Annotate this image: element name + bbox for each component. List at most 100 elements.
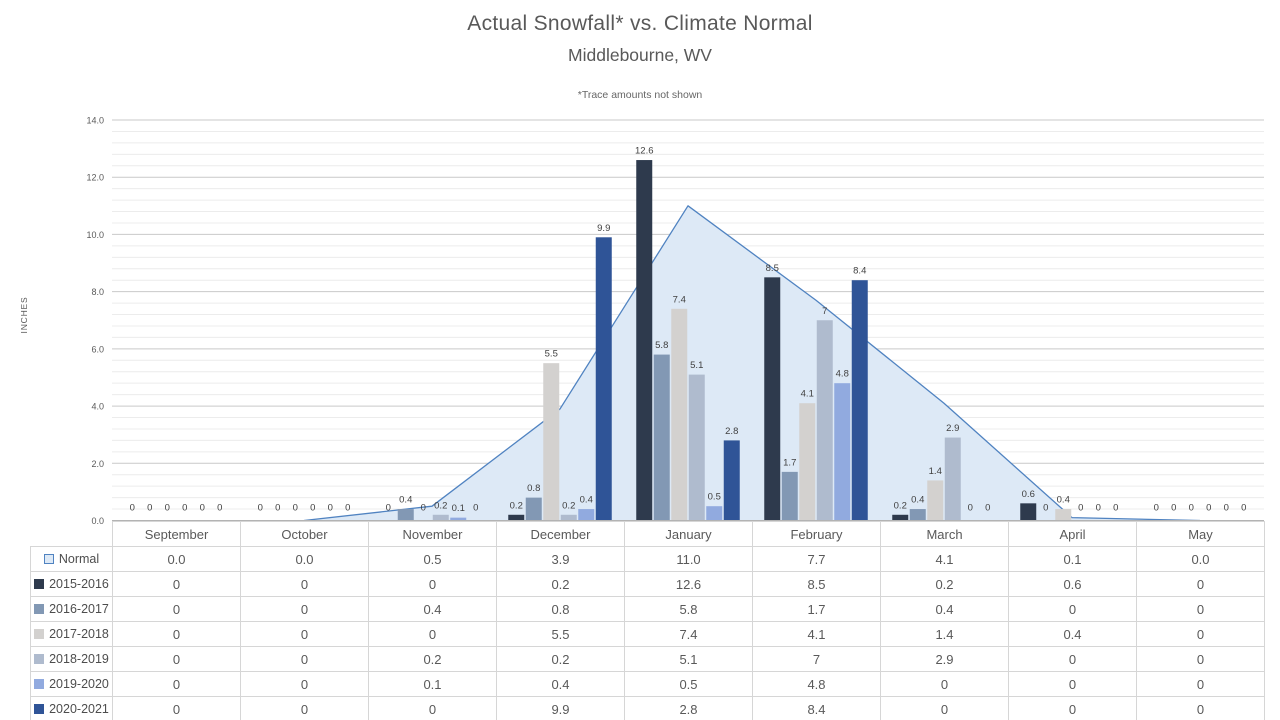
legend-label: Normal — [58, 552, 100, 566]
data-label-2017-2018-november: 0 — [421, 503, 426, 514]
bar-2015-2016-december — [508, 514, 525, 521]
month-header-october: October — [240, 521, 369, 547]
value-cell-2020-2021-september: 0 — [112, 696, 241, 720]
data-label-2015-2016-march: 0.2 — [894, 500, 907, 511]
bar-2019-2020-november — [450, 517, 467, 521]
value-cell-2015-2016-may: 0 — [1136, 571, 1265, 597]
value-cell-2020-2021-march: 0 — [880, 696, 1009, 720]
table-row-2020-2021: 2020-2021 0 0 0 9.9 2.8 8.4 0 0 0 — [30, 696, 1265, 720]
data-label-2016-2017-september: 0 — [147, 503, 152, 514]
value-cell-2017-2018-december: 5.5 — [496, 621, 625, 647]
legend-swatch-2018-2019 — [34, 654, 45, 664]
data-label-2018-2019-september: 0 — [182, 503, 187, 514]
value-cell-2016-2017-february: 1.7 — [752, 596, 881, 622]
y-axis-tick-label: 4.0 — [91, 402, 104, 412]
chart-data-table: September October November December January F… — [30, 521, 1265, 720]
legend-cell-normal: Normal — [30, 546, 113, 572]
bar-2020-2021-january — [723, 440, 740, 521]
value-cell-2016-2017-april: 0 — [1008, 596, 1137, 622]
value-cell-2017-2018-may: 0 — [1136, 621, 1265, 647]
table-row-2016-2017: 2016-2017 0 0 0.4 0.8 5.8 1.7 0.4 0 0 — [30, 596, 1265, 622]
data-label-2017-2018-december: 5.5 — [545, 349, 558, 360]
bar-2016-2017-january — [653, 354, 670, 521]
legend-swatch-normal — [43, 554, 54, 564]
data-label-2018-2019-march: 2.9 — [946, 423, 959, 434]
month-header-january: January — [624, 521, 753, 547]
value-cell-2016-2017-december: 0.8 — [496, 596, 625, 622]
data-label-2018-2019-april: 0 — [1078, 503, 1083, 514]
table-row-2018-2019: 2018-2019 0 0 0.2 0.2 5.1 7 2.9 0 0 — [30, 646, 1265, 672]
legend-label: 2015-2016 — [49, 577, 109, 591]
bar-2016-2017-november — [397, 509, 414, 521]
bar-2018-2019-december — [560, 514, 577, 521]
data-label-2016-2017-april: 0 — [1043, 503, 1048, 514]
data-label-2017-2018-february: 4.1 — [801, 389, 814, 400]
data-label-2020-2021-september: 0 — [217, 503, 222, 514]
value-cell-2016-2017-november: 0.4 — [368, 596, 497, 622]
value-cell-2019-2020-september: 0 — [112, 671, 241, 697]
legend-swatch-2015-2016 — [34, 579, 45, 589]
bar-2019-2020-january — [706, 506, 723, 521]
value-cell-2019-2020-november: 0.1 — [368, 671, 497, 697]
bar-2019-2020-february — [834, 383, 851, 521]
bar-2017-2018-january — [671, 308, 688, 521]
table-row-normal: Normal 0.0 0.0 0.5 3.9 11.0 7.7 4.1 0.1 0.0 — [30, 546, 1265, 572]
value-cell-2019-2020-february: 4.8 — [752, 671, 881, 697]
legend-cell-2018-2019: 2018-2019 — [30, 646, 113, 672]
y-axis-tick-label: 8.0 — [91, 287, 104, 297]
value-cell-2020-2021-february: 8.4 — [752, 696, 881, 720]
value-cell-2020-2021-october: 0 — [240, 696, 369, 720]
y-axis-tick-label: 6.0 — [91, 344, 104, 354]
value-cell-2018-2019-february: 7 — [752, 646, 881, 672]
legend-cell-2017-2018: 2017-2018 — [30, 621, 113, 647]
data-label-2017-2018-march: 1.4 — [929, 466, 942, 477]
legend-swatch-2016-2017 — [34, 604, 45, 614]
y-axis-tick-label: 12.0 — [86, 173, 104, 183]
legend-swatch-2019-2020 — [34, 679, 45, 689]
legend-label: 2020-2021 — [49, 702, 109, 716]
value-cell-2016-2017-march: 0.4 — [880, 596, 1009, 622]
data-label-2016-2017-november: 0.4 — [399, 495, 412, 506]
data-label-2016-2017-december: 0.8 — [527, 483, 540, 494]
bar-2020-2021-february — [851, 280, 868, 521]
chart-title: Actual Snowfall* vs. Climate Normal — [467, 12, 813, 35]
value-cell-2019-2020-january: 0.5 — [624, 671, 753, 697]
data-label-2018-2019-november: 0.2 — [434, 500, 447, 511]
data-label-2015-2016-february: 8.5 — [766, 263, 779, 274]
data-label-2020-2021-january: 2.8 — [725, 426, 738, 437]
value-cell-normal-may: 0.0 — [1136, 546, 1265, 572]
data-label-2020-2021-november: 0 — [473, 503, 478, 514]
data-label-2020-2021-april: 0 — [1113, 503, 1118, 514]
value-cell-2020-2021-april: 0 — [1008, 696, 1137, 720]
legend-swatch-2017-2018 — [34, 629, 45, 639]
data-label-2019-2020-march: 0 — [968, 503, 973, 514]
normal-area-outline — [303, 205, 1201, 522]
bar-2016-2017-march — [909, 509, 926, 521]
y-axis-tick-label: 2.0 — [91, 459, 104, 469]
bar-2020-2021-december — [595, 237, 612, 521]
bar-2017-2018-december — [543, 363, 560, 521]
value-cell-2018-2019-may: 0 — [1136, 646, 1265, 672]
value-cell-2017-2018-november: 0 — [368, 621, 497, 647]
legend-label: 2017-2018 — [49, 627, 109, 641]
data-label-2018-2019-october: 0 — [310, 503, 315, 514]
value-cell-2020-2021-december: 9.9 — [496, 696, 625, 720]
data-label-2020-2021-october: 0 — [345, 503, 350, 514]
data-label-2016-2017-may: 0 — [1171, 503, 1176, 514]
data-label-2016-2017-march: 0.4 — [911, 495, 924, 506]
month-header-april: April — [1008, 521, 1137, 547]
value-cell-2015-2016-december: 0.2 — [496, 571, 625, 597]
value-cell-2018-2019-january: 5.1 — [624, 646, 753, 672]
value-cell-2016-2017-january: 5.8 — [624, 596, 753, 622]
y-axis-tick-label: 14.0 — [86, 116, 104, 126]
bar-2016-2017-february — [781, 471, 798, 521]
data-label-2018-2019-january: 5.1 — [690, 360, 703, 371]
value-cell-2020-2021-november: 0 — [368, 696, 497, 720]
value-cell-normal-april: 0.1 — [1008, 546, 1137, 572]
legend-label: 2016-2017 — [49, 602, 109, 616]
value-cell-2015-2016-january: 12.6 — [624, 571, 753, 597]
bar-2018-2019-february — [816, 320, 833, 521]
data-label-2016-2017-february: 1.7 — [783, 457, 796, 468]
month-header-may: May — [1136, 521, 1265, 547]
bar-2015-2016-january — [636, 160, 653, 521]
